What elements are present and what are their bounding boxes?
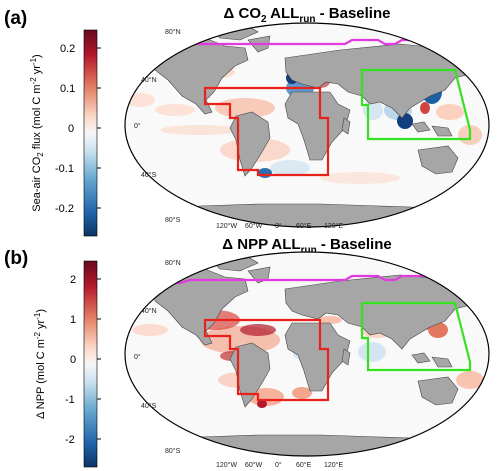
panel-b-map <box>125 252 489 456</box>
panel-a-graticule-labels: 80°N 40°N 0° 40°S 80°S 120°W 60°W 0° 60°… <box>134 28 343 230</box>
svg-text:0°: 0° <box>134 353 141 361</box>
svg-text:120°W: 120°W <box>216 222 237 230</box>
svg-text:40°N: 40°N <box>141 76 157 84</box>
svg-text:80°S: 80°S <box>165 216 181 224</box>
panel-a-atlantic-box <box>203 86 330 177</box>
panel-b-graticule-labels: 80°N 40°N 0° 40°S 80°S 120°W 60°W 0° 60°… <box>134 259 343 469</box>
cbar-a-tick-3: -0.1 <box>55 163 74 175</box>
cbar-b-tick-4: -2 <box>65 434 75 446</box>
panel-b-asia-box <box>360 301 472 372</box>
svg-text:60°W: 60°W <box>245 461 263 469</box>
svg-text:120°W: 120°W <box>216 461 237 469</box>
svg-text:40°S: 40°S <box>141 402 157 410</box>
panel-a-asia-box <box>360 68 472 141</box>
panel-a: (a) Δ CO2 ALLrun - Baseline 0.2 0.1 0 -0… <box>4 5 490 237</box>
panel-a-colorbar <box>83 29 98 237</box>
cbar-a-tick-2: 0 <box>68 123 74 135</box>
svg-text:0°: 0° <box>275 222 282 230</box>
svg-text:0°: 0° <box>134 122 141 130</box>
svg-text:60°W: 60°W <box>245 222 263 230</box>
panel-b-title: Δ NPP ALLrun - Baseline <box>222 236 391 256</box>
cbar-a-tick-0: 0.2 <box>60 43 75 55</box>
panel-b: (b) Δ NPP ALLrun - Baseline 2 1 0 -1 -2 … <box>4 236 490 469</box>
panel-b-colorbar-label: Δ NPP (mol C m-2 yr-1) <box>33 309 47 419</box>
panel-a-globe-outline <box>124 22 490 228</box>
panel-a-title: Δ CO2 ALLrun - Baseline <box>224 5 391 25</box>
svg-text:80°N: 80°N <box>165 259 181 267</box>
svg-text:60°E: 60°E <box>296 461 312 469</box>
svg-text:80°N: 80°N <box>165 28 181 36</box>
panel-b-arctic-boundary <box>125 274 489 285</box>
cbar-a-tick-4: -0.2 <box>55 203 74 215</box>
panel-a-colorbar-label: Sea-air CO2 flux (mol C m-2 yr-1) <box>29 54 45 211</box>
panel-b-globe-outline <box>124 251 490 457</box>
panel-b-atlantic-box <box>203 318 330 402</box>
cbar-b-tick-0: 2 <box>70 274 76 286</box>
cbar-b-tick-1: 1 <box>70 314 76 326</box>
svg-text:80°S: 80°S <box>165 447 181 455</box>
panel-a-letter: (a) <box>4 8 27 29</box>
svg-text:60°E: 60°E <box>296 222 312 230</box>
panel-b-letter: (b) <box>4 248 28 269</box>
panel-b-colorbar <box>83 260 98 468</box>
svg-text:40°S: 40°S <box>141 171 157 179</box>
panel-a-colorbar-ticks: 0.2 0.1 0 -0.1 -0.2 <box>55 43 101 215</box>
panel-a-map <box>125 23 489 227</box>
svg-text:120°E: 120°E <box>324 222 343 230</box>
svg-text:120°E: 120°E <box>324 461 343 469</box>
svg-text:40°N: 40°N <box>141 307 157 315</box>
cbar-b-tick-2: 0 <box>70 354 76 366</box>
cbar-a-tick-1: 0.1 <box>60 83 75 95</box>
svg-text:0°: 0° <box>275 461 282 469</box>
panel-b-colorbar-ticks: 2 1 0 -1 -2 <box>65 274 101 446</box>
cbar-b-tick-3: -1 <box>65 394 75 406</box>
